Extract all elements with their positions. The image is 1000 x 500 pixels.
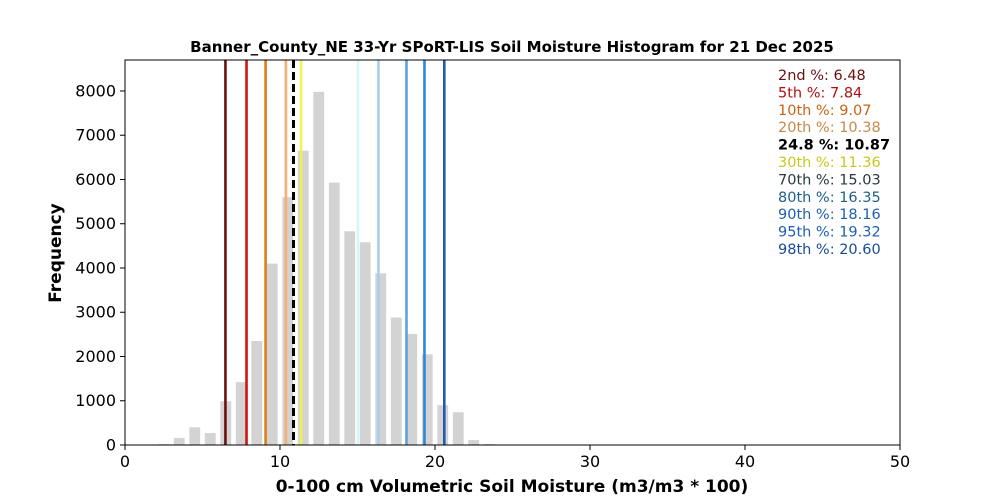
legend-entry: 70th %: 15.03 (778, 172, 881, 188)
y-tick-label: 8000 (75, 81, 116, 100)
histogram-bars (158, 91, 495, 446)
x-tick-label: 30 (580, 452, 600, 471)
legend-entry: 80th %: 16.35 (778, 190, 881, 206)
histogram-bar (297, 150, 309, 445)
legend-entry: 20th %: 10.38 (778, 120, 881, 136)
histogram-bar (204, 433, 216, 445)
histogram-bar (251, 341, 263, 445)
legend-entry: 2nd %: 6.48 (778, 68, 866, 84)
histogram-bar (452, 412, 464, 445)
histogram-bar (344, 231, 356, 445)
x-axis-label: 0-100 cm Volumetric Soil Moisture (m3/m3… (276, 477, 749, 497)
legend-entry: 95th %: 19.32 (778, 225, 881, 241)
legend-entry: 10th %: 9.07 (778, 103, 872, 119)
plot-frame (124, 59, 901, 446)
histogram-bar (173, 437, 185, 445)
x-tick-label: 0 (120, 452, 130, 471)
y-tick-label: 5000 (75, 214, 116, 233)
y-tick-label: 0 (106, 436, 116, 455)
y-tick-label: 1000 (75, 391, 116, 410)
histogram-bar (468, 440, 480, 445)
histogram-bar (375, 273, 387, 445)
y-tick-label: 6000 (75, 170, 116, 189)
y-tick-label: 3000 (75, 303, 116, 322)
y-tick-label: 7000 (75, 126, 116, 145)
y-tick-label: 2000 (75, 347, 116, 366)
chart-title: Banner_County_NE 33-Yr SPoRT-LIS Soil Mo… (190, 38, 834, 56)
x-axis-ticks: 0 10 20 30 40 50 (120, 445, 910, 471)
histogram-bar (313, 91, 325, 446)
legend-entry: 24.8 %: 10.87 (778, 138, 890, 154)
legend-entry: 5th %: 7.84 (778, 85, 862, 101)
histogram-bar (390, 317, 402, 445)
y-axis-label: Frequency (46, 203, 66, 303)
percentile-lines (224, 60, 446, 445)
legend-entry: 30th %: 11.36 (778, 155, 881, 171)
histogram-bar (406, 333, 418, 445)
x-tick-label: 10 (270, 452, 290, 471)
y-axis-ticks: 0 1000 2000 3000 4000 5000 6000 7000 8000 (75, 81, 125, 455)
x-tick-label: 40 (735, 452, 755, 471)
x-tick-label: 50 (890, 452, 910, 471)
histogram-bar (266, 263, 278, 445)
histogram-bar (235, 382, 247, 445)
histogram-bar (359, 242, 371, 445)
histogram-bar (437, 405, 449, 445)
legend-entry: 98th %: 20.60 (778, 242, 881, 258)
x-tick-label: 20 (425, 452, 445, 471)
histogram-bar (421, 354, 433, 445)
legend-entry: 90th %: 18.16 (778, 207, 881, 223)
y-tick-label: 4000 (75, 258, 116, 277)
histogram-bar (282, 197, 294, 445)
histogram-bar (189, 427, 201, 445)
histogram-bar (328, 182, 340, 446)
